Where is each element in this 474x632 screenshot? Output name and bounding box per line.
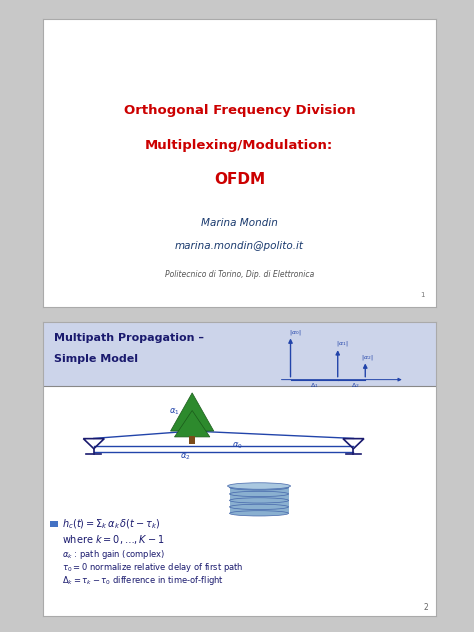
Bar	[229, 494, 289, 501]
Text: $\Delta_1$: $\Delta_1$	[310, 381, 319, 390]
Text: $\alpha_1$: $\alpha_1$	[169, 406, 179, 417]
Text: Multiplexing/Modulation:: Multiplexing/Modulation:	[145, 139, 334, 152]
Text: $|\alpha_1|$: $|\alpha_1|$	[336, 339, 348, 348]
Ellipse shape	[228, 483, 291, 489]
Text: OFDM: OFDM	[214, 173, 265, 188]
Text: $\alpha_k$ : path gain (complex): $\alpha_k$ : path gain (complex)	[62, 548, 165, 561]
Text: $\Delta_2$: $\Delta_2$	[351, 381, 360, 390]
Text: marina.mondin@polito.it: marina.mondin@polito.it	[175, 241, 304, 251]
Ellipse shape	[229, 485, 289, 490]
Text: $\alpha_2$: $\alpha_2$	[180, 452, 191, 463]
Text: Politecnico di Torino, Dip. di Elettronica: Politecnico di Torino, Dip. di Elettroni…	[165, 270, 314, 279]
Text: Multipath Propagation –: Multipath Propagation –	[55, 334, 204, 343]
Text: $\alpha_0$: $\alpha_0$	[231, 441, 242, 451]
Text: $\Delta_k = \tau_k - \tau_0$ difference in time-of-flight: $\Delta_k = \tau_k - \tau_0$ difference …	[62, 574, 224, 587]
Bar	[50, 521, 58, 526]
Text: Orthogonal Frequency Division: Orthogonal Frequency Division	[124, 104, 355, 118]
Bar	[229, 507, 289, 513]
Text: 1: 1	[420, 292, 424, 298]
Text: $\tau_0 = 0$ normalize relative delay of first path: $\tau_0 = 0$ normalize relative delay of…	[62, 561, 244, 574]
Text: 2: 2	[423, 603, 428, 612]
Text: Marina Mondin: Marina Mondin	[201, 218, 278, 228]
Ellipse shape	[229, 498, 289, 503]
Text: $h_c(t) = \Sigma_k\,\alpha_k\,\delta(t - \tau_k)$: $h_c(t) = \Sigma_k\,\alpha_k\,\delta(t -…	[62, 518, 161, 532]
Bar	[229, 501, 289, 507]
Bar	[189, 436, 195, 444]
Polygon shape	[174, 411, 210, 437]
Ellipse shape	[229, 491, 289, 497]
Ellipse shape	[229, 511, 289, 516]
Polygon shape	[171, 393, 214, 431]
Bar	[43, 322, 436, 386]
Text: Simple Model: Simple Model	[55, 354, 138, 364]
Text: $|\alpha_0|$: $|\alpha_0|$	[289, 328, 301, 337]
Bar	[229, 487, 289, 494]
Text: $|\alpha_2|$: $|\alpha_2|$	[361, 353, 374, 362]
Ellipse shape	[229, 504, 289, 509]
Text: where $k = 0, \ldots, K-1$: where $k = 0, \ldots, K-1$	[62, 533, 165, 546]
